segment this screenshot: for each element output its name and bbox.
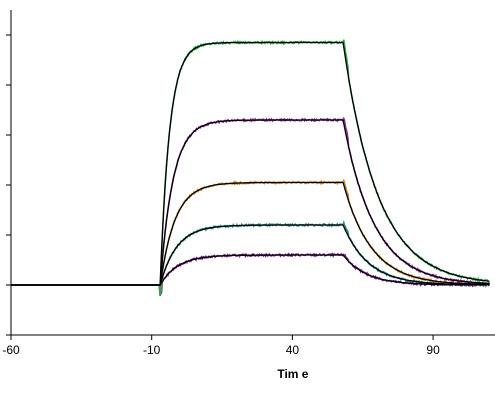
chart-axes (10, 10, 495, 336)
x-axis-title: Tim e (277, 367, 308, 381)
x-tick-label: 40 (286, 343, 300, 357)
y-ticks (6, 34, 11, 336)
x-tick-label: -10 (143, 343, 161, 357)
fit-curve-4 (11, 119, 490, 286)
sensorgram-curves (11, 39, 491, 297)
raw-trace-4 (11, 116, 491, 295)
x-tick-label: 90 (426, 343, 440, 357)
raw-trace-1 (11, 252, 490, 297)
fit-curve-5 (11, 41, 490, 286)
x-tick-label: -60 (2, 343, 20, 357)
x-ticks: -60 -10 40 90 (2, 335, 440, 357)
